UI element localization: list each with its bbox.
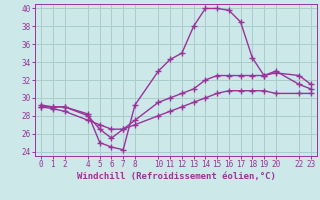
X-axis label: Windchill (Refroidissement éolien,°C): Windchill (Refroidissement éolien,°C) [76, 172, 276, 181]
